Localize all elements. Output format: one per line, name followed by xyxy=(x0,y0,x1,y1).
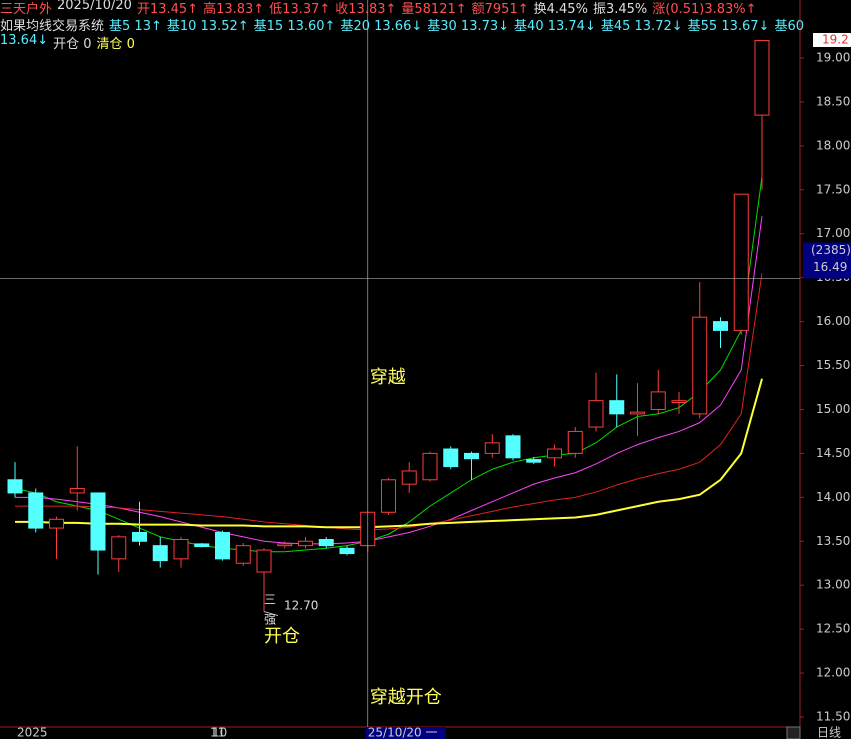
signal-text: 穿越 xyxy=(370,367,406,388)
info-item: 高13.83↑ xyxy=(203,2,265,17)
info-item: 如果均线交易系统 xyxy=(0,19,105,34)
candle-body xyxy=(215,531,230,560)
candle-body xyxy=(339,547,355,555)
candle-body xyxy=(111,536,127,560)
y-tick-label: 15.50 xyxy=(816,358,850,372)
y-tick-label: 18.50 xyxy=(816,94,850,108)
candle-body xyxy=(713,321,728,331)
signal-text: 开仓 xyxy=(264,626,300,647)
y-tick-label: 19.00 xyxy=(816,51,850,65)
crosshair-value: 16.49 xyxy=(813,260,847,274)
info-item: 13.64↓ xyxy=(0,33,49,48)
info-item: 涨(0.51)3.83%↑ xyxy=(652,2,757,17)
info-item: 基60 xyxy=(774,19,804,34)
info-item: 三天户外 xyxy=(0,2,53,17)
y-tick-label: 17.50 xyxy=(816,182,850,196)
top-price-box xyxy=(813,33,851,47)
candle-body xyxy=(733,193,749,331)
signal-text: 穿越开仓 xyxy=(370,687,442,708)
candle-body xyxy=(318,539,334,547)
info-item: 低13.37↑ xyxy=(269,2,331,17)
y-tick-label: 14.00 xyxy=(816,490,850,504)
candle-body xyxy=(692,316,708,415)
info-item: 基10 13.52↑ xyxy=(166,19,249,34)
candle-body xyxy=(464,452,479,460)
info-item: 基45 13.72↓ xyxy=(600,19,683,34)
info-item: 振3.45% xyxy=(592,2,648,17)
crosshair-date: 25/10/20 一 xyxy=(368,726,438,739)
crosshair-count: (2385) xyxy=(811,243,851,257)
info-item: 基5 13↑ xyxy=(109,19,162,34)
period-box xyxy=(786,726,801,739)
candle-body xyxy=(277,543,293,547)
candle-body xyxy=(235,545,251,564)
candle-body xyxy=(484,442,500,454)
top-price: 19.2 xyxy=(822,33,849,47)
info-item: 2025/10/20 xyxy=(57,0,132,13)
signal-text: 三 xyxy=(264,593,276,607)
info-item: 量58121↑ xyxy=(401,2,467,17)
signal-text: 强 xyxy=(264,613,276,627)
candle-body xyxy=(630,411,645,415)
quote-bar: 三天户外 2025/10/20 开13.45↑ 高13.83↑ 低13.37↑ 收13.8… xyxy=(0,0,757,17)
info-item: 收13.83↑ xyxy=(335,2,397,17)
info-item: 基30 13.73↓ xyxy=(427,19,510,34)
y-tick-label: 15.00 xyxy=(816,402,850,416)
y-tick-label: 16.00 xyxy=(816,314,850,328)
candle-body xyxy=(194,543,210,548)
y-tick-label: 13.50 xyxy=(816,534,850,548)
candle-body xyxy=(567,430,583,454)
info-item: 开13.45↑ xyxy=(136,2,199,17)
info-item: 额7951↑ xyxy=(471,2,529,17)
y-tick-label: 12.50 xyxy=(816,622,850,636)
low-pointer xyxy=(263,611,279,617)
info-item: 换4.45% xyxy=(533,2,588,17)
info-item: 基55 13.67↓ xyxy=(687,19,770,34)
x-tick-label: 11 xyxy=(210,726,225,739)
info-item: 基20 13.66↓ xyxy=(340,19,423,34)
candle-body xyxy=(588,400,604,428)
candle-body xyxy=(298,540,313,547)
info-item: 基15 13.60↑ xyxy=(253,19,336,34)
y-tick-label: 14.50 xyxy=(816,446,850,460)
y-tick-label: 13.00 xyxy=(816,578,850,592)
info-item: 清仓 0 xyxy=(96,37,135,52)
candle-body xyxy=(401,470,417,485)
y-tick-label: 11.50 xyxy=(816,710,850,724)
indicator-bar: 如果均线交易系统 基5 13↑ 基10 13.52↑ 基15 13.60↑ 基20 13… xyxy=(0,15,804,34)
candle-body xyxy=(754,39,770,116)
low-marker: 12.70 xyxy=(284,599,318,613)
crosshair-box xyxy=(803,242,851,279)
period-label: 日线 xyxy=(817,726,841,739)
candle-body xyxy=(609,400,625,415)
x-tick-label: 10 xyxy=(212,726,227,739)
indicator-bar-2: 13.64↓ 开仓 0 清仓 0 xyxy=(0,33,135,52)
candle-body xyxy=(49,518,64,529)
candle-body xyxy=(505,435,521,459)
info-item: 基40 13.74↓ xyxy=(514,19,596,34)
x-tick-label: 2025 xyxy=(17,726,48,739)
candle-body xyxy=(650,391,666,410)
candle-body xyxy=(526,459,542,463)
candle-body xyxy=(671,400,687,403)
candle-body xyxy=(256,549,272,573)
candle-body xyxy=(443,448,459,468)
candle-body xyxy=(69,488,85,494)
y-tick-label: 12.00 xyxy=(816,666,850,680)
candle-body xyxy=(547,448,562,459)
candle-body xyxy=(7,479,23,494)
candle-body xyxy=(28,492,44,529)
date-box xyxy=(365,727,446,739)
candle-body xyxy=(381,479,396,513)
candle-body xyxy=(173,539,189,560)
candle-body xyxy=(152,545,168,562)
y-tick-label: 18.00 xyxy=(816,138,850,152)
info-item: 开仓 0 xyxy=(53,37,92,52)
y-tick-label: 17.00 xyxy=(816,226,850,240)
candle-body xyxy=(132,531,147,542)
candle-body xyxy=(422,452,438,481)
candle-body xyxy=(90,492,106,551)
